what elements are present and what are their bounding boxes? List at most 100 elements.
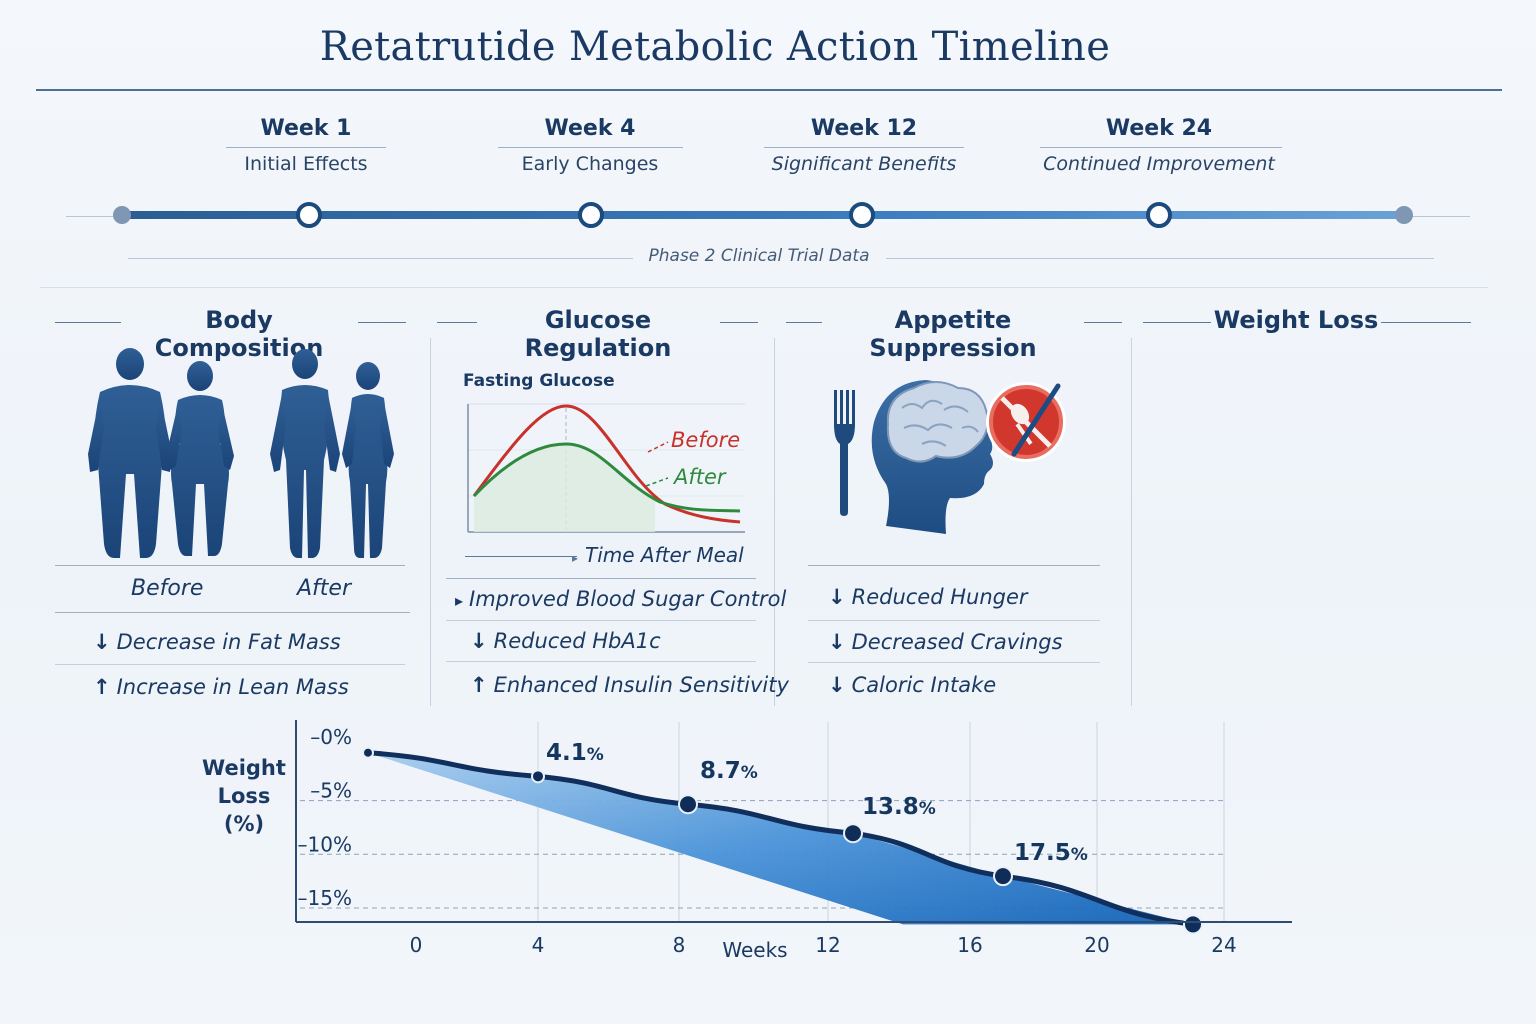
data-label-unit: % <box>587 745 604 765</box>
appetite-item-caloric: ↓ Caloric Intake <box>828 673 996 697</box>
body-list-rule <box>55 612 410 613</box>
weight-loss-area <box>368 752 1193 925</box>
glucose-list-rule <box>446 578 756 579</box>
body-head-rule-left <box>55 322 121 323</box>
appetite-illustration <box>834 380 1066 534</box>
weight-head-rule-right <box>1381 322 1471 323</box>
after-woman-figure <box>342 362 394 558</box>
timeline-node-week-4 <box>578 202 604 228</box>
up-arrow-icon: ↑ <box>470 673 488 697</box>
milestone-rule-12 <box>764 147 964 148</box>
glucose-x-arrow <box>465 556 577 557</box>
data-label-value: 13.8 <box>862 794 919 820</box>
glucose-head-rule-right <box>720 322 758 323</box>
body-head-rule-right <box>358 322 406 323</box>
data-label-unit: % <box>1071 845 1088 865</box>
weight-loss-chart: 4.1%8.7%13.8%17.5%–0%–5%–10%–15%0 4 8 12 16 2… <box>202 720 1292 962</box>
weight-loss-line <box>365 750 1196 927</box>
data-point <box>531 769 545 784</box>
body-item-lean-mass-text: Increase in Lean Mass <box>116 675 349 699</box>
glucose-x-arrow-head: ▸ <box>572 551 579 565</box>
glucose-before-label: Before <box>671 428 741 452</box>
appetite-head-rule-left <box>786 322 822 323</box>
body-figures-baseline <box>55 565 405 566</box>
page-title: Retatrutide Metabolic Action Timeline <box>319 24 1111 70</box>
up-arrow-icon: ↑ <box>93 675 111 699</box>
milestone-week-1: Week 1 <box>260 116 352 141</box>
appetite-item-cravings-text: Decreased Cravings <box>851 630 1063 654</box>
data-label-unit: % <box>919 799 936 819</box>
appetite-list-rule <box>808 565 1100 566</box>
y-tick-label: –0% <box>310 725 352 749</box>
data-point <box>362 746 374 759</box>
data-label-value: 4.1 <box>546 740 587 766</box>
after-curve-area <box>474 444 655 532</box>
after-label: After <box>297 576 352 601</box>
before-man-figure <box>88 348 172 558</box>
glucose-item-hba1c: ↓ Reduced HbA1c <box>470 629 661 653</box>
appetite-item-cravings: ↓ Decreased Cravings <box>828 630 1063 654</box>
appetite-item-rule-2 <box>808 662 1100 663</box>
before-curve-line <box>472 404 741 524</box>
trial-rule-left <box>128 258 633 259</box>
appetite-item-hunger: ↓ Reduced Hunger <box>828 585 1028 609</box>
divider-2 <box>774 338 775 706</box>
glucose-item-hba1c-text: Reduced HbA1c <box>493 629 661 653</box>
after-curve-line <box>472 442 741 513</box>
milestone-week-24: Week 24 <box>1105 116 1213 141</box>
data-label-unit: % <box>741 763 758 783</box>
section-title-glucose-regulation: Glucose Regulation <box>524 306 672 362</box>
glucose-after-label: After <box>674 465 726 489</box>
body-item-rule <box>55 664 405 665</box>
before-label: Before <box>131 576 204 601</box>
y-axis-label: Weight Loss (%) <box>202 756 286 836</box>
x-axis-label: Weeks <box>722 938 787 962</box>
weight-head-rule-left <box>1143 322 1211 323</box>
glucose-x-label: Time After Meal <box>585 543 744 567</box>
appetite-head-rule-right <box>1084 322 1122 323</box>
down-arrow-icon: ↓ <box>470 629 488 653</box>
section-top-rule <box>40 287 1488 288</box>
body-silhouettes-illustration <box>88 348 394 558</box>
data-label: 13.8% <box>862 794 936 820</box>
before-woman-figure <box>166 361 234 556</box>
milestone-desc-24: Continued Improvement <box>1043 153 1275 175</box>
timeline-node-week-24 <box>1146 202 1172 228</box>
y-tick-label: –10% <box>298 832 352 856</box>
data-label: 4.1% <box>546 740 604 766</box>
divider-1 <box>430 338 431 706</box>
timeline-bar <box>122 211 1404 219</box>
y-tick-label: –15% <box>298 886 352 910</box>
timeline-end-dot <box>1395 206 1413 224</box>
milestone-desc-12: Significant Benefits <box>771 153 957 175</box>
milestone-rule-4 <box>498 147 683 148</box>
timeline-node-week-12 <box>849 202 875 228</box>
body-item-fat-mass: ↓ Decrease in Fat Mass <box>93 630 341 654</box>
data-point <box>993 866 1013 887</box>
down-arrow-icon: ↓ <box>828 673 846 697</box>
appetite-item-hunger-text: Reduced Hunger <box>851 585 1028 609</box>
data-label: 8.7% <box>700 758 758 784</box>
section-title-weight-loss: Weight Loss <box>1213 306 1379 334</box>
no-eating-icon <box>986 382 1066 462</box>
divider-3 <box>1131 338 1132 706</box>
glucose-head-rule-left <box>437 322 477 323</box>
data-point <box>678 794 698 815</box>
x-tick-label: 20 <box>1084 933 1109 957</box>
timeline-start-dot <box>113 206 131 224</box>
x-tick-label: 4 <box>532 933 545 957</box>
glucose-item-rule-1 <box>446 620 756 621</box>
y-tick-label: –5% <box>310 779 352 803</box>
x-tick-label: 12 <box>815 933 840 957</box>
down-arrow-icon: ↓ <box>828 585 846 609</box>
x-tick-label: 24 <box>1211 933 1236 957</box>
glucose-item-blood-sugar-text: Improved Blood Sugar Control <box>469 587 787 611</box>
milestone-week-4: Week 4 <box>544 116 636 141</box>
bullet-arrow-icon: ▸ <box>455 591 464 610</box>
fork-icon <box>834 390 855 516</box>
glucose-item-insulin: ↑ Enhanced Insulin Sensitivity <box>470 673 789 697</box>
data-point <box>1183 914 1203 935</box>
milestone-desc-4: Early Changes <box>521 153 659 175</box>
appetite-item-rule-1 <box>808 620 1100 621</box>
glucose-curve-chart <box>467 403 745 533</box>
